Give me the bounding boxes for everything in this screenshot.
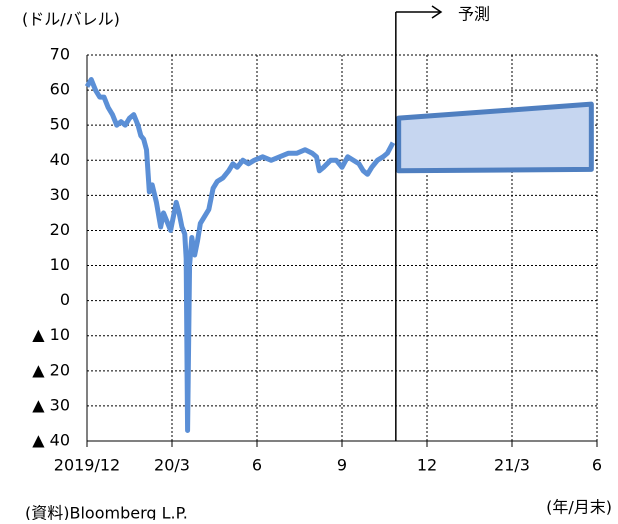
x-tick-label: 6 [252,456,262,475]
y-tick-label: 40 [50,150,70,169]
arrow-head [431,5,443,19]
x-tick-label: 9 [337,456,347,475]
annotation: 予測 [458,5,490,24]
y-tick-label: 20 [50,220,70,239]
x-tick-label: 6 [592,456,602,475]
y-tick-label: ▲ 30 [32,395,70,414]
source: (資料)Bloomberg L.P. [25,504,188,521]
y-tick-label: ▲ 40 [32,431,70,450]
y-tick-label: 70 [50,45,70,64]
y-tick-label: 10 [50,255,70,274]
price-line [84,77,396,433]
x-tick-label: 2019/12 [54,456,120,475]
y-tick-label: 0 [60,290,70,309]
x-unit-label: (年/月末) [546,498,612,517]
y-tick-label: 60 [50,80,70,99]
y-tick-label: ▲ 10 [32,325,70,344]
x-tick-label: 21/3 [494,456,530,475]
y-tick-label: 50 [50,115,70,134]
y-tick-label: 30 [50,185,70,204]
y-unit-label: (ドル/バレル) [22,10,120,29]
forecast-band [396,101,594,174]
x-tick-label: 12 [417,456,437,475]
x-tick-label: 20/3 [154,456,190,475]
y-tick-label: ▲ 20 [32,360,70,379]
